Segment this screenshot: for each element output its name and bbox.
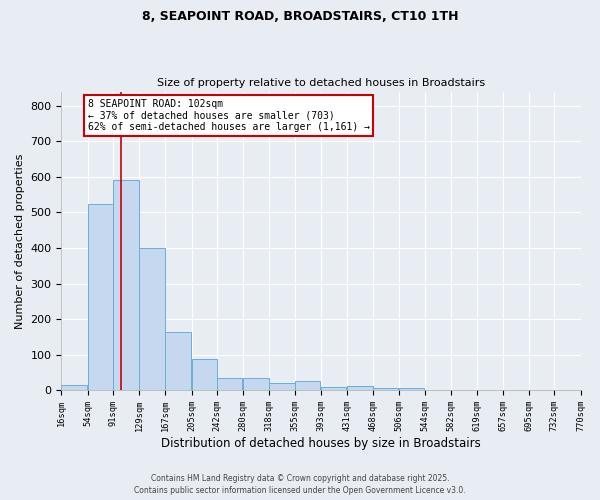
X-axis label: Distribution of detached houses by size in Broadstairs: Distribution of detached houses by size … bbox=[161, 437, 481, 450]
Bar bbox=[399, 388, 424, 390]
Y-axis label: Number of detached properties: Number of detached properties bbox=[15, 153, 25, 328]
Bar bbox=[243, 378, 269, 390]
Bar bbox=[217, 378, 242, 390]
Bar bbox=[166, 332, 191, 390]
Text: 8, SEAPOINT ROAD, BROADSTAIRS, CT10 1TH: 8, SEAPOINT ROAD, BROADSTAIRS, CT10 1TH bbox=[142, 10, 458, 23]
Bar bbox=[295, 382, 320, 390]
Bar bbox=[139, 248, 164, 390]
Bar bbox=[61, 385, 87, 390]
Title: Size of property relative to detached houses in Broadstairs: Size of property relative to detached ho… bbox=[157, 78, 485, 88]
Bar bbox=[321, 386, 346, 390]
Bar bbox=[373, 388, 398, 390]
Bar bbox=[88, 204, 113, 390]
Bar bbox=[269, 383, 295, 390]
Bar bbox=[113, 180, 139, 390]
Bar bbox=[191, 359, 217, 390]
Text: Contains HM Land Registry data © Crown copyright and database right 2025.
Contai: Contains HM Land Registry data © Crown c… bbox=[134, 474, 466, 495]
Text: 8 SEAPOINT ROAD: 102sqm
← 37% of detached houses are smaller (703)
62% of semi-d: 8 SEAPOINT ROAD: 102sqm ← 37% of detache… bbox=[88, 98, 370, 132]
Bar bbox=[347, 386, 373, 390]
